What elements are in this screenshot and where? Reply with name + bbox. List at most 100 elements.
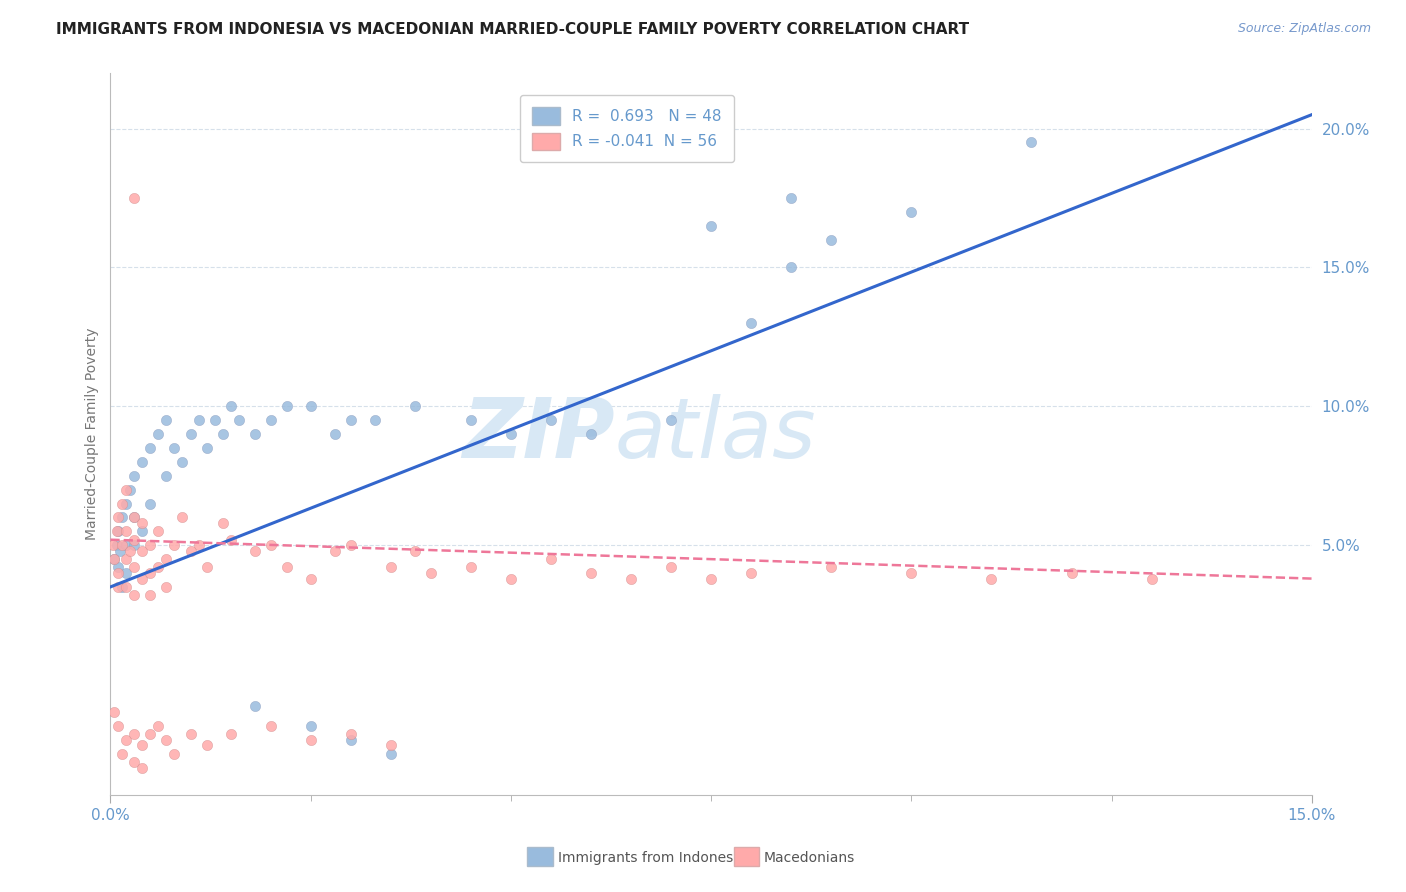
Point [740, 566, 762, 580]
Point [404, 544, 426, 558]
Point [111, 580, 134, 594]
Point [107, 580, 129, 594]
Point [540, 552, 562, 566]
Point [105, 538, 128, 552]
Point [195, 441, 218, 455]
Point [155, 732, 177, 747]
Point [101, 538, 124, 552]
Point [380, 747, 402, 761]
Point [124, 191, 146, 205]
Point [111, 497, 134, 511]
Point [120, 544, 142, 558]
Point [900, 566, 922, 580]
Text: Macedonians: Macedonians [763, 851, 855, 865]
Point [111, 747, 134, 761]
Point [124, 560, 146, 574]
Point [980, 572, 1002, 586]
Point [499, 427, 522, 442]
Legend: R =  0.693   N = 48, R = -0.041  N = 56: R = 0.693 N = 48, R = -0.041 N = 56 [520, 95, 734, 162]
Point [155, 580, 177, 594]
Point [259, 719, 281, 733]
Point [107, 719, 129, 733]
Point [780, 191, 803, 205]
Point [219, 400, 242, 414]
Point [131, 544, 153, 558]
Point [243, 427, 266, 442]
Point [419, 566, 441, 580]
Point [115, 552, 138, 566]
Point [259, 413, 281, 427]
Point [700, 219, 723, 233]
Point [124, 533, 146, 547]
Point [364, 413, 387, 427]
Point [124, 727, 146, 741]
Point [115, 732, 138, 747]
Point [163, 538, 186, 552]
Point [460, 413, 482, 427]
Point [148, 719, 170, 733]
Point [1060, 566, 1083, 580]
Point [107, 524, 129, 539]
Point [131, 739, 153, 753]
Point [820, 233, 842, 247]
Point [107, 560, 129, 574]
Point [259, 538, 281, 552]
Point [111, 510, 134, 524]
Point [211, 427, 233, 442]
Point [900, 205, 922, 219]
Point [107, 566, 129, 580]
Point [155, 413, 177, 427]
Point [115, 566, 138, 580]
Point [115, 538, 138, 552]
Point [148, 427, 170, 442]
Point [339, 413, 361, 427]
Point [700, 572, 723, 586]
Point [219, 533, 242, 547]
Point [187, 538, 209, 552]
Point [124, 588, 146, 602]
Point [139, 566, 162, 580]
Point [124, 538, 146, 552]
Text: Source: ZipAtlas.com: Source: ZipAtlas.com [1237, 22, 1371, 36]
Point [211, 516, 233, 530]
Point [115, 483, 138, 497]
Point [228, 413, 250, 427]
Point [404, 400, 426, 414]
Point [179, 427, 201, 442]
Point [139, 727, 162, 741]
Text: IMMIGRANTS FROM INDONESIA VS MACEDONIAN MARRIED-COUPLE FAMILY POVERTY CORRELATIO: IMMIGRANTS FROM INDONESIA VS MACEDONIAN … [56, 22, 969, 37]
Point [339, 732, 361, 747]
Y-axis label: Married-Couple Family Poverty: Married-Couple Family Poverty [86, 328, 100, 541]
Point [103, 552, 125, 566]
Point [339, 727, 361, 741]
Point [499, 572, 522, 586]
Point [124, 468, 146, 483]
Point [1021, 136, 1043, 150]
Point [107, 510, 129, 524]
Point [339, 538, 361, 552]
Point [131, 516, 153, 530]
Point [148, 524, 170, 539]
Point [155, 468, 177, 483]
Point [1140, 572, 1163, 586]
Point [103, 705, 125, 719]
Point [179, 727, 201, 741]
Point [124, 510, 146, 524]
Point [115, 580, 138, 594]
Point [131, 572, 153, 586]
Point [139, 497, 162, 511]
Point [299, 400, 322, 414]
Point [131, 455, 153, 469]
Point [124, 510, 146, 524]
Point [120, 483, 142, 497]
Point [111, 538, 134, 552]
Point [323, 544, 346, 558]
Point [299, 719, 322, 733]
Point [139, 588, 162, 602]
Point [299, 572, 322, 586]
Point [620, 572, 643, 586]
Point [115, 524, 138, 539]
Point [139, 538, 162, 552]
Point [124, 755, 146, 769]
Point [299, 732, 322, 747]
